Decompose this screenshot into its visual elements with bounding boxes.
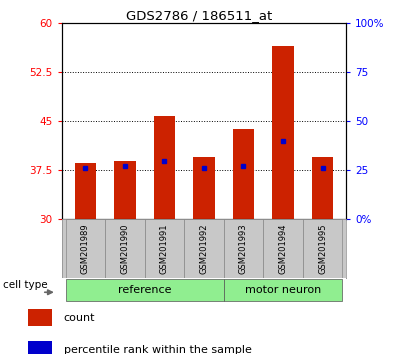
Text: motor neuron: motor neuron bbox=[245, 285, 321, 295]
Text: GDS2786 / 186511_at: GDS2786 / 186511_at bbox=[126, 9, 272, 22]
Bar bbox=[224, 219, 263, 278]
Text: GSM201995: GSM201995 bbox=[318, 223, 327, 274]
Text: GSM201990: GSM201990 bbox=[121, 223, 129, 274]
Text: GSM201993: GSM201993 bbox=[239, 223, 248, 274]
Text: GSM201994: GSM201994 bbox=[279, 223, 287, 274]
Bar bbox=[105, 219, 145, 278]
Bar bbox=[193, 157, 215, 219]
Bar bbox=[224, 279, 342, 302]
Text: percentile rank within the sample: percentile rank within the sample bbox=[64, 345, 252, 354]
Bar bbox=[28, 309, 52, 326]
Bar bbox=[184, 219, 224, 278]
Bar bbox=[66, 219, 105, 278]
Text: GSM201989: GSM201989 bbox=[81, 223, 90, 274]
Text: count: count bbox=[64, 313, 95, 322]
Bar bbox=[312, 157, 334, 219]
Bar bbox=[66, 279, 224, 302]
Bar bbox=[303, 219, 342, 278]
Bar bbox=[263, 219, 303, 278]
Text: cell type: cell type bbox=[3, 280, 48, 290]
Bar bbox=[74, 163, 96, 219]
Bar bbox=[272, 46, 294, 219]
Bar bbox=[145, 219, 184, 278]
Text: GSM201991: GSM201991 bbox=[160, 223, 169, 274]
Bar bbox=[232, 129, 254, 219]
Bar bbox=[154, 116, 176, 219]
Text: reference: reference bbox=[118, 285, 172, 295]
Bar bbox=[28, 341, 52, 354]
Bar bbox=[114, 161, 136, 219]
Text: GSM201992: GSM201992 bbox=[199, 223, 209, 274]
